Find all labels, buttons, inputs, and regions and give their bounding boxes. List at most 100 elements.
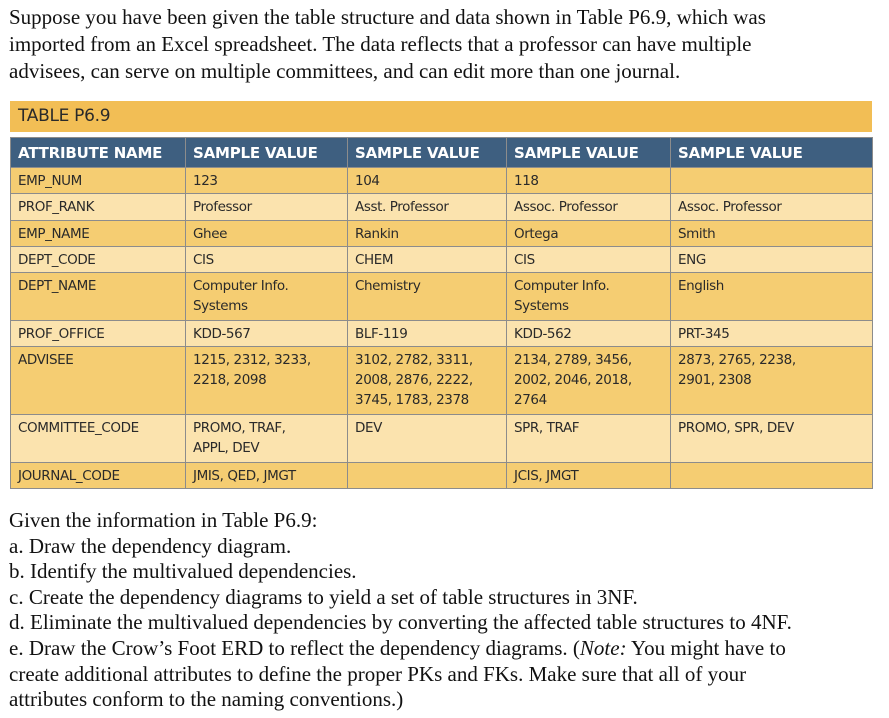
sample-value-cell: Assoc. Professor <box>670 193 873 221</box>
table-row: COMMITTEE_CODE PROMO, TRAF, APPL, DEV DEV SP… <box>10 414 873 463</box>
sample-value-cell: Computer Info. Systems <box>185 272 348 321</box>
cell-line: 2764 <box>514 392 547 408</box>
question-e: e. Draw the Crow’s Foot ERD to reflect t… <box>9 636 884 662</box>
intro-paragraph: Suppose you have been given the table st… <box>9 4 884 85</box>
sample-value-cell: BLF-119 <box>347 320 507 347</box>
sample-value-cell: Professor <box>185 193 348 221</box>
question-e-rest: You might have to <box>626 635 786 660</box>
questions-lead: Given the information in Table P6.9: <box>9 508 318 532</box>
cell-line: Smith <box>678 226 716 242</box>
sample-value-cell <box>670 167 873 194</box>
cell-line: Ortega <box>514 226 559 242</box>
cell-line: Assoc. Professor <box>678 199 782 215</box>
cell-line: 1215, 2312, 3233, <box>193 352 311 368</box>
table-row: DEPT_NAME Computer Info. Systems Chemistry C… <box>10 272 873 321</box>
cell-line: PROMO, SPR, DEV <box>678 420 794 436</box>
cell-line: JMIS, QED, JMGT <box>193 468 296 484</box>
sample-value-cell: KDD-567 <box>185 320 348 347</box>
sample-value-cell: PROMO, SPR, DEV <box>670 414 873 463</box>
cell-line: KDD-562 <box>514 326 572 342</box>
cell-line: 3102, 2782, 3311, <box>355 352 473 368</box>
cell-line: DEV <box>355 420 382 436</box>
cell-line: BLF-119 <box>355 326 408 342</box>
cell-line: Asst. Professor <box>355 199 449 215</box>
question-c: c. Create the dependency diagrams to yie… <box>9 584 638 609</box>
cell-line: PRT-345 <box>678 326 730 342</box>
sample-value-cell: 104 <box>347 167 507 194</box>
column-header: ATTRIBUTE NAME <box>10 137 186 168</box>
cell-line: 118 <box>514 173 539 189</box>
table-row: EMP_NUM 123 104 118 <box>10 167 873 194</box>
sample-value-cell <box>670 462 873 489</box>
cell-line: ENG <box>678 252 706 268</box>
cell-line: Chemistry <box>355 278 421 294</box>
table-title: TABLE P6.9 <box>10 101 872 132</box>
sample-value-cell: 118 <box>506 167 671 194</box>
questions-block: Given the information in Table P6.9: a. … <box>9 508 884 713</box>
question-e-line3: attributes conform to the naming convent… <box>9 687 404 712</box>
cell-line: JCIS, JMGT <box>514 468 579 484</box>
question-a: a. Draw the dependency diagram. <box>9 533 292 558</box>
sample-value-cell: KDD-562 <box>506 320 671 347</box>
sample-value-cell: DEV <box>347 414 507 463</box>
cell-line: CHEM <box>355 252 394 268</box>
cell-line: Professor <box>193 199 252 215</box>
cell-line: 3745, 1783, 2378 <box>355 392 469 408</box>
cell-line: Systems <box>193 298 248 314</box>
table-p6-9: TABLE P6.9 ATTRIBUTE NAME SAMPLE VALUE S… <box>10 101 873 489</box>
attribute-name-cell: DEPT_NAME <box>10 272 186 321</box>
intro-line: advisees, can serve on multiple committe… <box>9 59 681 83</box>
attribute-name-cell: PROF_OFFICE <box>10 320 186 347</box>
cell-line: 123 <box>193 173 218 189</box>
note-label: Note: <box>579 635 627 660</box>
cell-line: Rankin <box>355 226 399 242</box>
table-row: PROF_RANK Professor Asst. Professor Assoc. … <box>10 193 873 221</box>
cell-line: Computer Info. <box>514 278 610 294</box>
cell-line: CIS <box>193 252 214 268</box>
sample-value-cell: CHEM <box>347 246 507 273</box>
cell-line: Systems <box>514 298 569 314</box>
sample-value-cell <box>347 462 507 489</box>
column-header: SAMPLE VALUE <box>506 137 671 168</box>
question-e-prefix: e. Draw the Crow’s Foot ERD to reflect t… <box>9 635 580 660</box>
intro-line: imported from an Excel spreadsheet. The … <box>9 32 752 56</box>
sample-value-cell: Smith <box>670 220 873 247</box>
cell-line: KDD-567 <box>193 326 251 342</box>
sample-value-cell: 1215, 2312, 3233, 2218, 2098 <box>185 346 348 415</box>
column-header: SAMPLE VALUE <box>347 137 507 168</box>
question-d: d. Eliminate the multivalued dependencie… <box>9 610 792 635</box>
table-row: EMP_NAME Ghee Rankin Ortega Smith <box>10 220 873 247</box>
sample-value-cell: Ghee <box>185 220 348 247</box>
cell-line: APPL, DEV <box>193 440 260 456</box>
sample-value-cell: Chemistry <box>347 272 507 321</box>
attribute-name-cell: EMP_NUM <box>10 167 186 194</box>
sample-value-cell: PROMO, TRAF, APPL, DEV <box>185 414 348 463</box>
table-row: DEPT_CODE CIS CHEM CIS ENG <box>10 246 873 273</box>
attribute-name-cell: COMMITTEE_CODE <box>10 414 186 463</box>
attribute-name-cell: JOURNAL_CODE <box>10 462 186 489</box>
intro-line: Suppose you have been given the table st… <box>9 5 766 29</box>
cell-line: SPR, TRAF <box>514 420 580 436</box>
cell-line: English <box>678 278 724 294</box>
cell-line: 2873, 2765, 2238, <box>678 352 796 368</box>
cell-line: CIS <box>514 252 535 268</box>
cell-line: Ghee <box>193 226 228 242</box>
question-b: b. Identify the multivalued dependencies… <box>9 559 357 584</box>
sample-value-cell: Rankin <box>347 220 507 247</box>
attribute-name-cell: PROF_RANK <box>10 193 186 221</box>
table-row: ADVISEE 1215, 2312, 3233, 2218, 2098 3102, … <box>10 346 873 415</box>
sample-value-cell: JMIS, QED, JMGT <box>185 462 348 489</box>
table-title-gap <box>10 132 872 137</box>
cell-line: 104 <box>355 173 380 189</box>
sample-value-cell: Computer Info. Systems <box>506 272 671 321</box>
attribute-name-cell: DEPT_CODE <box>10 246 186 273</box>
sample-value-cell: SPR, TRAF <box>506 414 671 463</box>
sample-value-cell: English <box>670 272 873 321</box>
cell-line: PROMO, TRAF, <box>193 420 286 436</box>
cell-line: 2002, 2046, 2018, <box>514 372 632 388</box>
table-row: JOURNAL_CODE JMIS, QED, JMGT JCIS, JMGT <box>10 462 873 489</box>
attribute-name-cell: EMP_NAME <box>10 220 186 247</box>
sample-value-cell: PRT-345 <box>670 320 873 347</box>
column-header: SAMPLE VALUE <box>185 137 348 168</box>
table-row: PROF_OFFICE KDD-567 BLF-119 KDD-562 PRT-345 <box>10 320 873 347</box>
